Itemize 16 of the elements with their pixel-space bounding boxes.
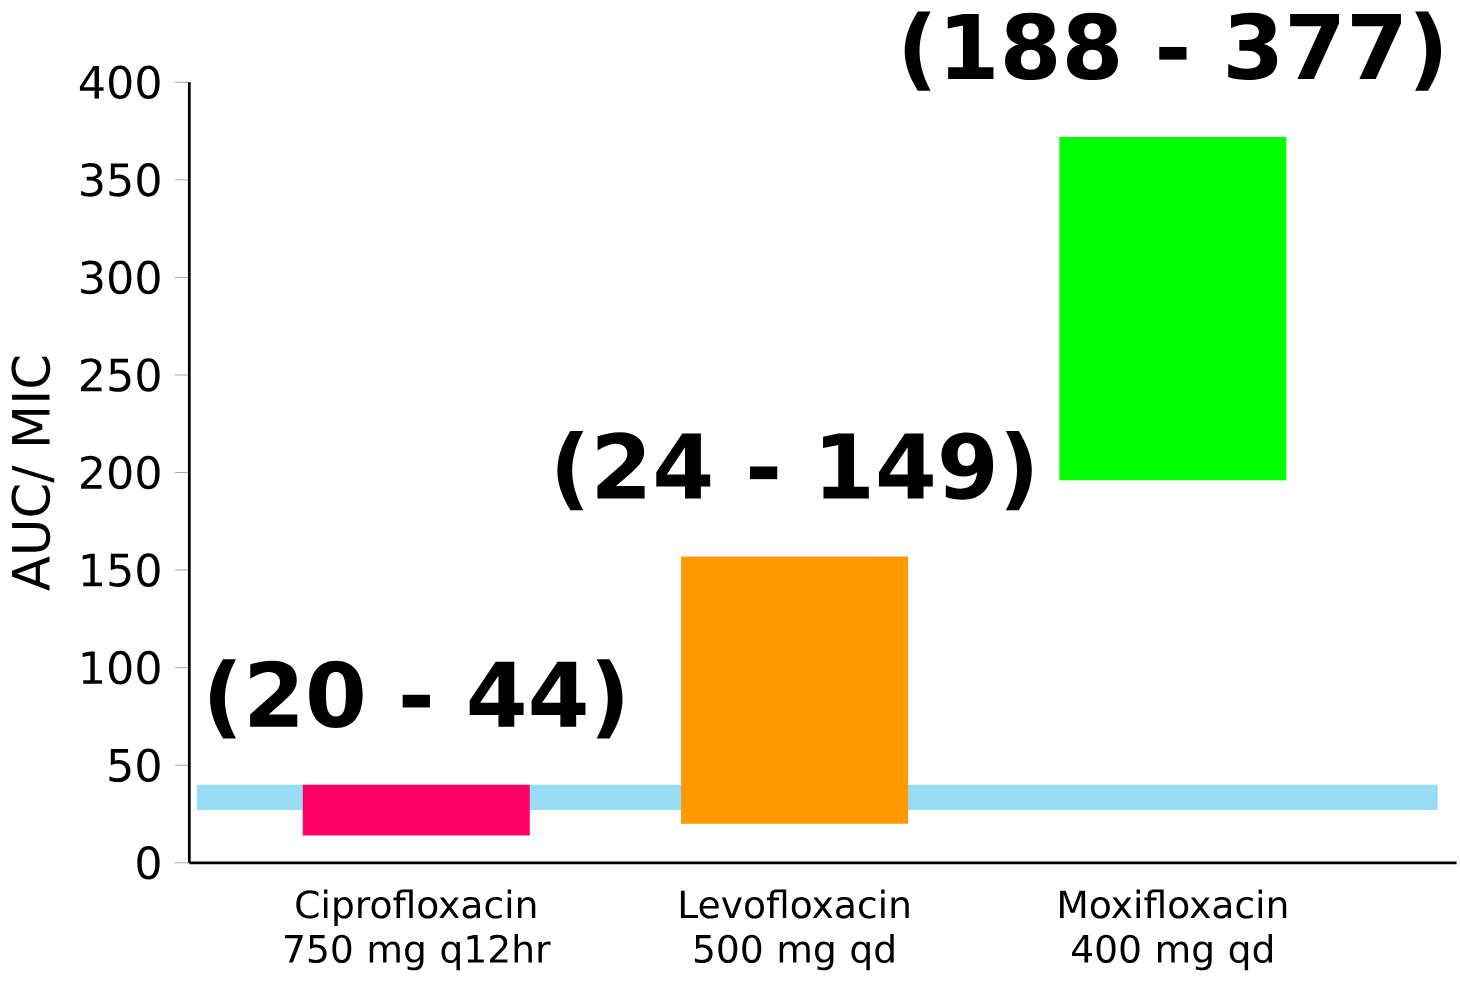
annotation: (24 - 149) bbox=[557, 431, 1032, 511]
y-tick-label: 100 bbox=[82, 650, 160, 685]
y-axis-title: AUC/ MIC bbox=[11, 356, 55, 591]
annotation: (20 - 44) bbox=[210, 659, 623, 739]
y-tick-label: 350 bbox=[81, 163, 160, 197]
x-tick-label: Levofloxacin 500 mg qd bbox=[680, 889, 909, 971]
y-tick-label: 250 bbox=[81, 358, 160, 392]
y-tick-label: 300 bbox=[81, 260, 160, 295]
x-tick-label: Moxifloxacin 400 mg qd bbox=[1060, 889, 1287, 971]
y-tick-label: 400 bbox=[79, 65, 160, 100]
y-tick-label: 200 bbox=[81, 455, 160, 490]
x-tick-label: Ciprofloxacin 750 mg q12hr bbox=[285, 889, 551, 971]
y-tick-label: 0 bbox=[137, 846, 160, 880]
y-tick-label: 50 bbox=[109, 748, 160, 783]
annotation: (188 - 377) bbox=[904, 11, 1442, 91]
y-tick-label: 150 bbox=[82, 553, 160, 588]
